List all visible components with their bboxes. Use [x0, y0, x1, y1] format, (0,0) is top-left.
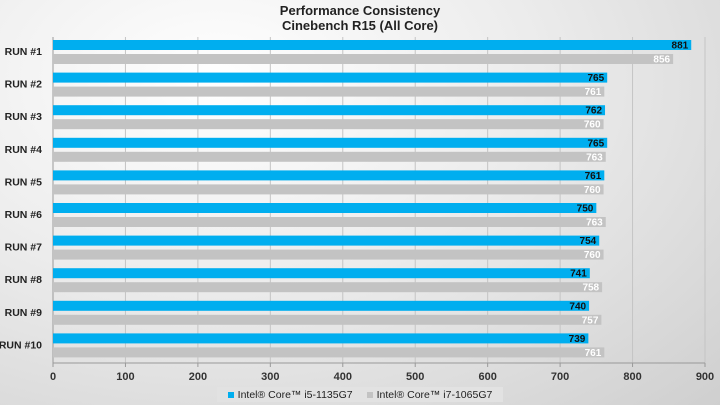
legend: Intel® Core™ i5-1135G7 Intel® Core™ i7-1…	[217, 387, 503, 402]
data-label: 740	[569, 301, 586, 312]
bar-i7	[53, 347, 605, 358]
legend-swatch-i5	[227, 391, 234, 398]
category-label: RUN #4	[5, 144, 43, 156]
data-label: 761	[585, 171, 602, 182]
category-label: RUN #5	[5, 176, 43, 188]
data-label: 750	[577, 204, 594, 215]
bar-i7	[53, 151, 606, 162]
bar-i7	[53, 54, 674, 64]
data-label: 763	[586, 218, 603, 229]
data-label: 765	[588, 138, 605, 149]
data-label: 856	[653, 55, 670, 66]
x-tick-label: 300	[261, 371, 279, 383]
data-label: 741	[570, 269, 587, 280]
data-label: 762	[585, 106, 602, 117]
category-label: RUN #3	[5, 111, 43, 123]
legend-label-i5: Intel® Core™ i5-1135G7	[237, 388, 353, 401]
x-tick-label: 500	[406, 371, 424, 383]
legend-item-i7[interactable]: Intel® Core™ i7-1065G7	[366, 388, 493, 401]
category-label: RUN #9	[5, 307, 43, 319]
data-label: 757	[582, 315, 599, 326]
data-label: 765	[588, 73, 605, 84]
category-label: RUN #1	[5, 46, 43, 58]
bar-i5	[53, 40, 692, 50]
x-tick-label: 800	[623, 371, 641, 383]
data-label: 754	[580, 236, 597, 247]
x-tick-label: 100	[116, 371, 134, 383]
category-label: RUN #6	[5, 209, 43, 221]
x-tick-label: 400	[334, 371, 352, 383]
x-tick-label: 900	[696, 371, 714, 383]
data-label: 758	[582, 283, 599, 294]
x-tick-label: 700	[551, 371, 569, 383]
bar-i5	[53, 203, 597, 213]
legend-swatch-i7	[366, 391, 373, 398]
x-tick-label: 200	[189, 371, 207, 383]
data-label: 881	[672, 41, 689, 52]
bar-i5	[53, 268, 590, 279]
chart-title: Performance Consistency	[279, 3, 441, 18]
bar-i7	[53, 282, 603, 293]
bar-i5	[53, 105, 606, 116]
bar-i5	[53, 300, 590, 311]
data-label: 760	[584, 185, 601, 196]
bar-i7	[53, 184, 604, 195]
data-label: 761	[585, 348, 602, 359]
bar-i5	[53, 170, 605, 181]
bar-i7	[53, 217, 606, 227]
data-label: 760	[584, 250, 601, 261]
bar-i5	[53, 333, 589, 344]
bar-i7	[53, 86, 605, 97]
category-label: RUN #8	[5, 274, 43, 286]
chart-subtitle: Cinebench R15 (All Core)	[281, 18, 439, 33]
data-label: 760	[584, 120, 601, 131]
bar-i5	[53, 137, 608, 148]
category-label: RUN #10	[0, 339, 42, 351]
category-label: RUN #7	[5, 242, 43, 254]
data-label: 739	[569, 334, 586, 345]
x-tick-label: 0	[50, 371, 56, 383]
bar-i5	[53, 72, 608, 83]
bar-i7	[53, 249, 604, 260]
legend-label-i7: Intel® Core™ i7-1065G7	[376, 388, 493, 401]
bar-i7	[53, 314, 602, 325]
data-label: 763	[586, 152, 603, 163]
bar-i5	[53, 235, 600, 246]
x-tick-label: 600	[478, 371, 496, 383]
category-label: RUN #2	[5, 79, 43, 91]
data-label: 761	[585, 87, 602, 98]
legend-item-i5[interactable]: Intel® Core™ i5-1135G7	[227, 388, 353, 401]
bar-i7	[53, 119, 604, 130]
